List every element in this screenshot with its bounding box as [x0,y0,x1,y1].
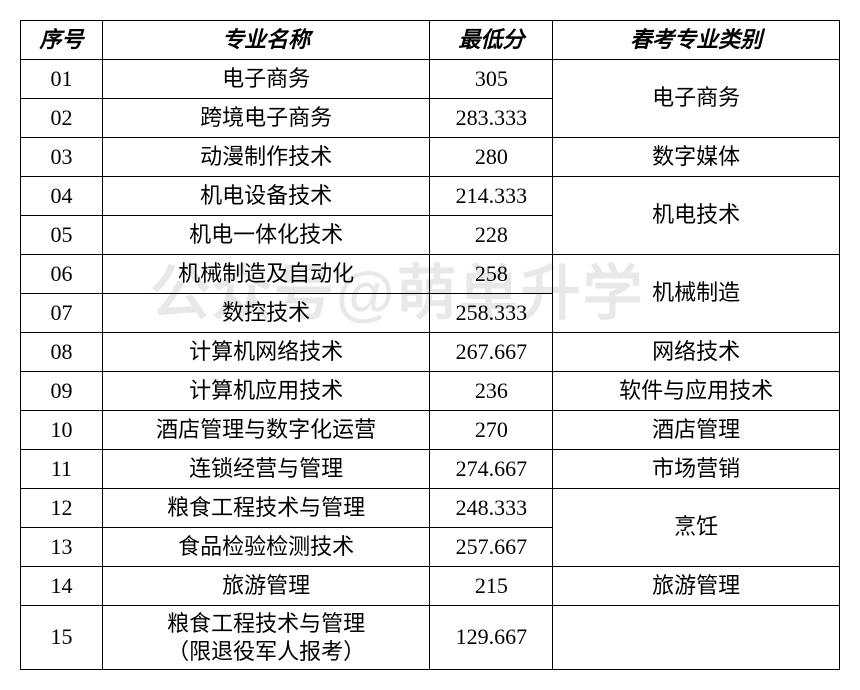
cell-score: 236 [430,372,553,411]
table-row: 04 机电设备技术 214.333 机电技术 [21,177,840,216]
table-row: 09 计算机应用技术 236 软件与应用技术 [21,372,840,411]
cell-major: 食品检验检测技术 [102,528,430,567]
cell-major: 粮食工程技术与管理 [102,489,430,528]
cell-cat: 酒店管理 [553,411,840,450]
cell-seq: 14 [21,567,103,606]
col-header-major: 专业名称 [102,21,430,60]
table-row: 08 计算机网络技术 267.667 网络技术 [21,333,840,372]
cell-seq: 15 [21,606,103,670]
table-row: 11 连锁经营与管理 274.667 市场营销 [21,450,840,489]
table-row: 03 动漫制作技术 280 数字媒体 [21,138,840,177]
cell-cat: 烹饪 [553,489,840,567]
cell-score: 283.333 [430,99,553,138]
cell-cat: 软件与应用技术 [553,372,840,411]
cell-cat: 网络技术 [553,333,840,372]
cell-seq: 09 [21,372,103,411]
cell-cat [553,606,840,670]
cell-cat: 机械制造 [553,255,840,333]
cell-major: 电子商务 [102,60,430,99]
cell-seq: 04 [21,177,103,216]
table-row: 12 粮食工程技术与管理 248.333 烹饪 [21,489,840,528]
col-header-cat: 春考专业类别 [553,21,840,60]
cell-seq: 02 [21,99,103,138]
cell-seq: 12 [21,489,103,528]
cell-major: 机电设备技术 [102,177,430,216]
score-table: 序号 专业名称 最低分 春考专业类别 01 电子商务 305 电子商务 02 跨… [20,20,840,670]
table-row: 06 机械制造及自动化 258 机械制造 [21,255,840,294]
cell-score: 228 [430,216,553,255]
cell-major: 旅游管理 [102,567,430,606]
cell-seq: 07 [21,294,103,333]
cell-major: 连锁经营与管理 [102,450,430,489]
table-row: 15 粮食工程技术与管理（限退役军人报考） 129.667 [21,606,840,670]
cell-cat: 市场营销 [553,450,840,489]
cell-major: 机械制造及自动化 [102,255,430,294]
cell-seq: 03 [21,138,103,177]
cell-major: 跨境电子商务 [102,99,430,138]
cell-major: 计算机网络技术 [102,333,430,372]
cell-seq: 06 [21,255,103,294]
cell-score: 214.333 [430,177,553,216]
col-header-score: 最低分 [430,21,553,60]
cell-major: 粮食工程技术与管理（限退役军人报考） [102,606,430,670]
cell-major: 酒店管理与数字化运营 [102,411,430,450]
cell-score: 258 [430,255,553,294]
cell-seq: 13 [21,528,103,567]
cell-cat: 数字媒体 [553,138,840,177]
cell-seq: 08 [21,333,103,372]
cell-score: 267.667 [430,333,553,372]
cell-cat: 电子商务 [553,60,840,138]
table-row: 01 电子商务 305 电子商务 [21,60,840,99]
col-header-seq: 序号 [21,21,103,60]
cell-seq: 11 [21,450,103,489]
cell-cat: 机电技术 [553,177,840,255]
cell-score: 280 [430,138,553,177]
cell-major: 计算机应用技术 [102,372,430,411]
cell-score: 270 [430,411,553,450]
cell-score: 258.333 [430,294,553,333]
cell-major: 机电一体化技术 [102,216,430,255]
cell-score: 129.667 [430,606,553,670]
table-header-row: 序号 专业名称 最低分 春考专业类别 [21,21,840,60]
cell-score: 215 [430,567,553,606]
cell-score: 305 [430,60,553,99]
table-row: 14 旅游管理 215 旅游管理 [21,567,840,606]
cell-seq: 10 [21,411,103,450]
table-body: 01 电子商务 305 电子商务 02 跨境电子商务 283.333 03 动漫… [21,60,840,670]
cell-score: 274.667 [430,450,553,489]
cell-major: 动漫制作技术 [102,138,430,177]
cell-score: 248.333 [430,489,553,528]
cell-score: 257.667 [430,528,553,567]
cell-major: 数控技术 [102,294,430,333]
cell-seq: 01 [21,60,103,99]
cell-seq: 05 [21,216,103,255]
table-row: 10 酒店管理与数字化运营 270 酒店管理 [21,411,840,450]
cell-cat: 旅游管理 [553,567,840,606]
